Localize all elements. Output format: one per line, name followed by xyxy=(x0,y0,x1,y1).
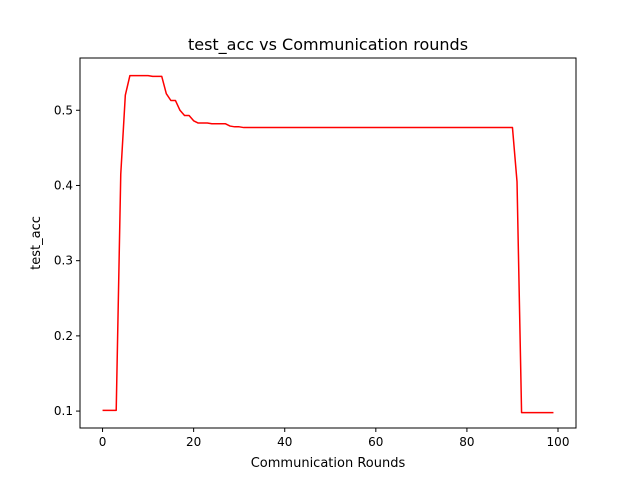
y-axis-label: test_acc xyxy=(29,216,44,270)
x-tick-label: 20 xyxy=(186,435,201,449)
y-tick-label: 0.1 xyxy=(54,404,73,418)
y-tick-label: 0.2 xyxy=(54,329,73,343)
x-ticks: 0 20 40 60 80 100 xyxy=(99,428,570,449)
y-tick-label: 0.4 xyxy=(54,178,73,192)
x-tick-label: 60 xyxy=(368,435,383,449)
chart-title: test_acc vs Communication rounds xyxy=(188,35,468,55)
series-layer xyxy=(102,74,554,414)
x-tick-label: 0 xyxy=(99,435,107,449)
x-axis-label: Communication Rounds xyxy=(251,456,406,471)
plot-background xyxy=(80,58,576,428)
y-ticks: 0.1 0.2 0.3 0.4 0.5 xyxy=(54,103,80,418)
y-tick-label: 0.5 xyxy=(54,103,73,117)
y-tick-label: 0.3 xyxy=(54,254,73,268)
plot-frame xyxy=(79,57,577,429)
x-tick-label: 80 xyxy=(459,435,474,449)
x-tick-label: 40 xyxy=(277,435,292,449)
series-line-0 xyxy=(102,74,554,414)
x-tick-label: 100 xyxy=(547,435,570,449)
